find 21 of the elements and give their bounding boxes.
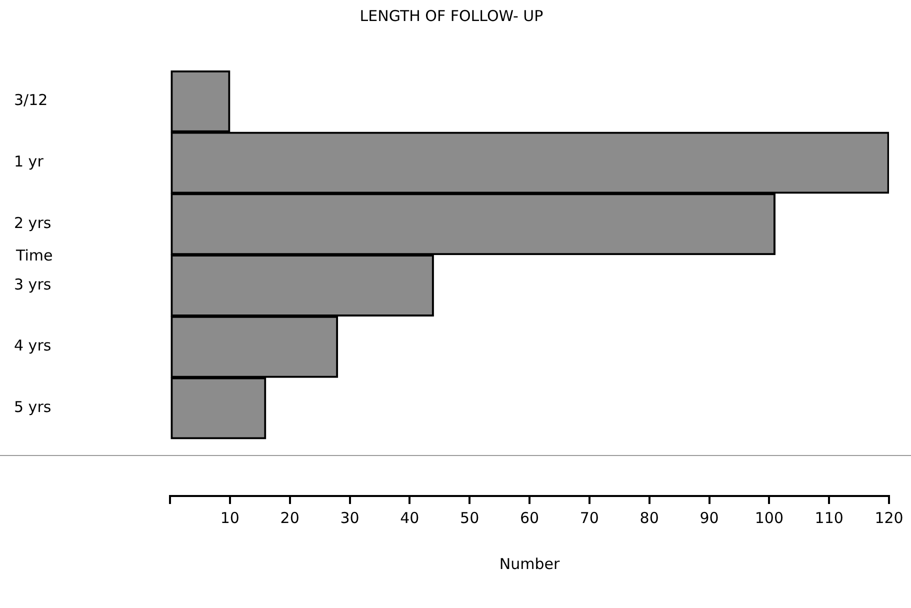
x-tick-label: 90 xyxy=(700,508,719,527)
x-tick-label: 120 xyxy=(874,508,904,527)
y-tick-label: 1 yr xyxy=(14,152,44,171)
x-tick-label: 20 xyxy=(280,508,300,527)
y-tick-label: 2 yrs xyxy=(14,214,52,232)
chart-title: LENGTH OF FOLLOW- UP xyxy=(360,6,544,25)
y-tick-label: 3/12 xyxy=(14,91,48,110)
x-tick-label: 40 xyxy=(400,508,420,527)
y-axis-title: Time xyxy=(15,246,53,265)
x-tick-label: 80 xyxy=(640,508,659,527)
x-tick-label: 30 xyxy=(340,508,360,527)
y-tick-label: 4 yrs xyxy=(14,336,52,355)
y-tick-label: 3 yrs xyxy=(14,275,52,294)
x-tick-label: 60 xyxy=(520,508,540,527)
y-tick-label: 5 yrs xyxy=(14,398,52,416)
x-tick-label: 70 xyxy=(580,508,599,527)
x-tick-label: 110 xyxy=(814,508,844,527)
x-tick-label: 100 xyxy=(754,508,784,527)
x-tick-label: 50 xyxy=(460,508,480,527)
x-axis-title: Number xyxy=(499,554,560,573)
x-tick-label: 10 xyxy=(220,508,240,527)
